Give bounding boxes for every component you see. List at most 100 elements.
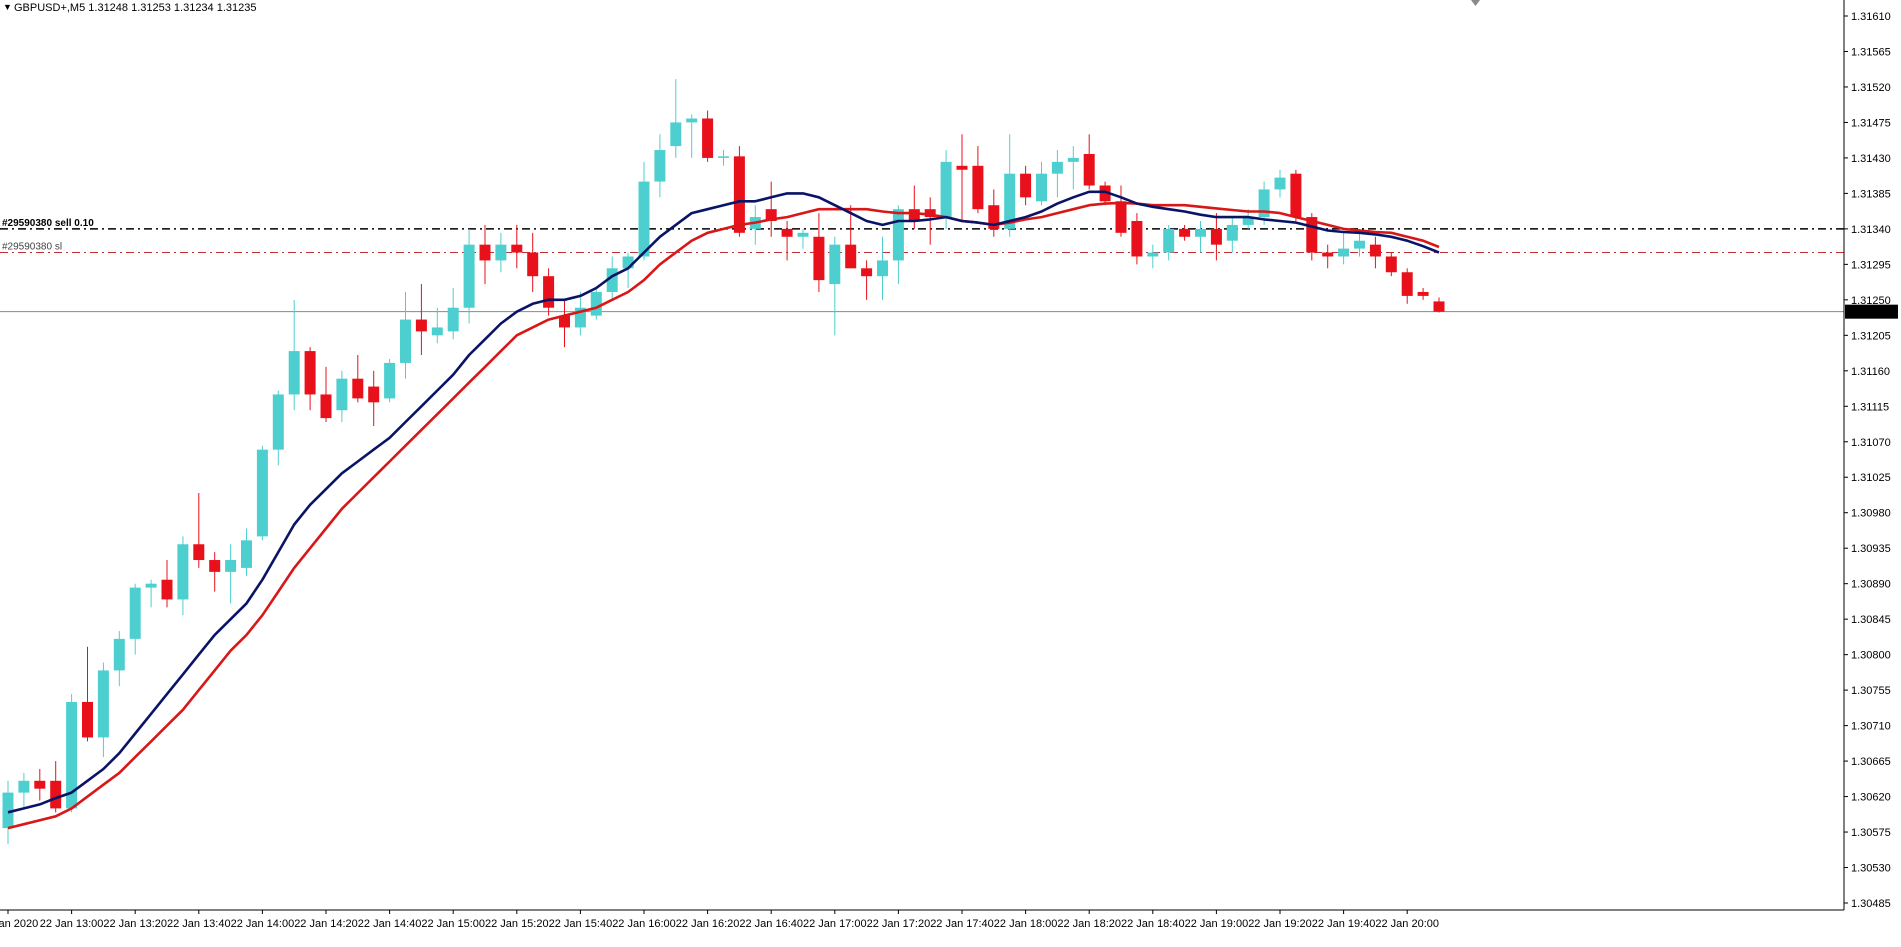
candle bbox=[686, 114, 698, 158]
candle-body bbox=[145, 583, 157, 588]
candle-body bbox=[415, 319, 427, 332]
price-tick-label: 1.30935 bbox=[1851, 543, 1891, 555]
one-click-trading-toggle-icon[interactable] bbox=[1471, 0, 1480, 6]
candle bbox=[1179, 224, 1191, 241]
candle-body bbox=[559, 315, 570, 328]
candle bbox=[368, 370, 380, 426]
candle-body bbox=[1083, 153, 1095, 186]
time-tick-label: 22 Jan 13:20 bbox=[103, 918, 167, 930]
candle-body bbox=[34, 780, 46, 789]
candle bbox=[1099, 181, 1111, 206]
time-tick-label: 22 Jan 16:20 bbox=[676, 918, 740, 930]
time-tick-label: 22 Jan 19:40 bbox=[1312, 918, 1376, 930]
candle bbox=[1274, 169, 1286, 198]
candle-body bbox=[384, 362, 396, 399]
candle bbox=[1322, 244, 1334, 269]
candle bbox=[877, 236, 888, 300]
candle-body bbox=[590, 291, 602, 316]
candle-body bbox=[988, 205, 1000, 229]
candle-body bbox=[1338, 248, 1350, 257]
candle bbox=[1338, 232, 1350, 265]
candle-body bbox=[304, 351, 316, 395]
candle-body bbox=[1433, 301, 1445, 312]
price-tick-label: 1.30800 bbox=[1851, 650, 1891, 662]
candle bbox=[145, 579, 157, 608]
price-tick-label: 1.31070 bbox=[1851, 437, 1891, 449]
candle bbox=[1290, 169, 1302, 221]
candle-body bbox=[797, 232, 809, 237]
price-tick-label: 1.31475 bbox=[1851, 117, 1891, 129]
time-tick-label: 22 Jan 15:00 bbox=[421, 918, 485, 930]
candle bbox=[479, 224, 491, 285]
candle-body bbox=[702, 118, 714, 158]
price-tick-label: 1.31340 bbox=[1851, 224, 1891, 236]
candle-body bbox=[400, 319, 411, 363]
candle bbox=[1067, 146, 1079, 190]
candle-body bbox=[718, 156, 729, 158]
price-tick-label: 1.30485 bbox=[1851, 898, 1891, 910]
candle bbox=[1036, 161, 1047, 206]
symbol-dropdown-arrow-icon[interactable]: ▼ bbox=[3, 2, 12, 12]
candle bbox=[209, 552, 221, 592]
price-tick-label: 1.30665 bbox=[1851, 756, 1891, 768]
candle-body bbox=[972, 165, 984, 210]
candle bbox=[431, 307, 443, 344]
candle bbox=[765, 181, 777, 237]
candle bbox=[590, 288, 602, 320]
candle bbox=[861, 260, 873, 300]
candle-body bbox=[543, 276, 555, 308]
price-tick-label: 1.30710 bbox=[1851, 721, 1891, 733]
candle bbox=[718, 150, 729, 166]
candle bbox=[940, 150, 952, 229]
candle-body bbox=[161, 579, 173, 600]
candle-body bbox=[1036, 173, 1047, 202]
time-tick-label: 22 Jan 15:40 bbox=[549, 918, 613, 930]
candle-body bbox=[654, 150, 666, 182]
price-tick-label: 1.31430 bbox=[1851, 153, 1891, 165]
candle bbox=[1163, 224, 1175, 261]
candle-body bbox=[829, 244, 841, 285]
candle bbox=[1401, 268, 1413, 304]
candle-body bbox=[66, 701, 78, 809]
candle-body bbox=[18, 780, 30, 793]
candle bbox=[256, 445, 268, 541]
candle bbox=[1210, 213, 1222, 261]
candle-body bbox=[2, 792, 14, 829]
candle bbox=[2, 780, 14, 844]
price-tick-label: 1.31295 bbox=[1851, 259, 1891, 271]
candle-body bbox=[892, 209, 904, 261]
current-price-tag bbox=[1845, 304, 1898, 319]
price-tick-label: 1.31385 bbox=[1851, 188, 1891, 200]
candle-body bbox=[622, 256, 634, 269]
candle bbox=[1115, 185, 1127, 237]
candle bbox=[574, 291, 586, 336]
candle bbox=[241, 528, 252, 576]
candle bbox=[288, 299, 300, 411]
candle bbox=[638, 161, 650, 261]
price-tick-label: 1.31610 bbox=[1851, 11, 1891, 23]
candle-body bbox=[209, 560, 221, 572]
time-tick-label: 22 Jan 14:40 bbox=[358, 918, 422, 930]
time-tick-label: 22 Jan 18:40 bbox=[1121, 918, 1185, 930]
price-tick-label: 1.30980 bbox=[1851, 508, 1891, 520]
candle-body bbox=[241, 540, 252, 568]
candle-body bbox=[129, 587, 141, 639]
current-price-tag-label: 1.31235 bbox=[1850, 307, 1890, 319]
candle bbox=[447, 288, 459, 340]
time-tick-label: 22 Jan 15:20 bbox=[485, 918, 549, 930]
candle bbox=[336, 370, 348, 423]
sell-order-label: #29590380 sell 0.10 bbox=[2, 218, 94, 229]
price-tick-label: 1.31250 bbox=[1851, 295, 1891, 307]
time-tick-label: 22 Jan 13:40 bbox=[167, 918, 231, 930]
fast-moving-average-line bbox=[7, 190, 1440, 814]
price-tick-label: 1.31160 bbox=[1851, 366, 1890, 378]
candle bbox=[797, 228, 809, 249]
candle-body bbox=[177, 544, 189, 600]
candle-body bbox=[606, 268, 618, 292]
candle-body bbox=[1385, 256, 1397, 273]
symbol-info: GBPUSD+,M5 1.31248 1.31253 1.31234 1.312… bbox=[14, 2, 257, 14]
candle-body bbox=[272, 394, 284, 450]
candle-body bbox=[1131, 220, 1143, 257]
